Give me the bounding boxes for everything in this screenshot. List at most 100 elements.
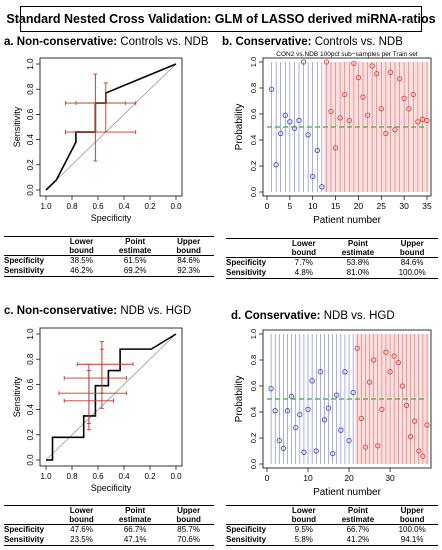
col-point-estimate: Point estimate	[118, 506, 152, 524]
probability-point	[346, 437, 352, 444]
x-tick-label: 0.2	[144, 472, 156, 481]
x-tick-label: 0	[265, 473, 270, 483]
y-tick-label: 0.2	[249, 161, 258, 171]
probability-point	[272, 408, 278, 414]
probability-point	[369, 63, 375, 69]
x-tick-label: 0	[265, 201, 270, 211]
panel-a-comparison: Controls vs. NDB	[120, 36, 209, 48]
probability-point	[358, 415, 365, 422]
panel-d-heading: d. Conservative: NDB vs. HGD	[231, 310, 395, 322]
panel-d-ci-table: Lower bound Point estimate Upper bound Spe…	[226, 505, 438, 546]
x-tick-label: 0.4	[118, 202, 130, 211]
row-label: Sensitivity	[4, 535, 45, 544]
probability-point	[350, 389, 356, 396]
probability-point	[406, 106, 412, 112]
ci-table-header-row: Lower bound Point estimate Upper bound	[4, 236, 214, 256]
x-axis-label: Specificity	[91, 483, 132, 493]
y-tick-label: 0.6	[249, 109, 258, 119]
probability-point	[297, 411, 303, 418]
table-row: Sensitivity 23.5% 47.1% 70.6%	[4, 535, 214, 546]
x-tick-label: 0.8	[66, 202, 78, 211]
probability-point	[346, 117, 352, 124]
probability-point	[355, 74, 362, 81]
ci-table-corner	[4, 506, 56, 525]
panel-a-letter: a.	[4, 36, 14, 48]
panel-b-kind: Conservative:	[235, 36, 312, 48]
roc-curve	[46, 333, 177, 461]
ci-table-header-row: Lower bound Point estimate Upper bound	[226, 505, 438, 525]
y-tick-label: 0.8	[249, 355, 258, 365]
y-tick-label: 0.0	[26, 454, 35, 466]
probability-point	[383, 349, 389, 355]
probability-point	[305, 406, 311, 413]
lower-value: 38.5%	[70, 256, 93, 265]
ci-table-header-row: Lower bound Point estimate Upper bound	[4, 505, 214, 525]
probability-point	[342, 91, 348, 98]
probability-point	[401, 95, 407, 102]
upper-value: 85.7%	[177, 525, 200, 534]
probability-point	[410, 91, 416, 98]
ci-table-corner	[226, 506, 278, 525]
row-label: Specificity	[226, 525, 267, 534]
row-label: Specificity	[4, 525, 45, 534]
point-value: 41.2%	[346, 535, 370, 544]
row-label: Specificity	[226, 258, 267, 267]
lower-value: 5.8%	[294, 535, 313, 544]
col-lower-bound: Lower bound	[291, 239, 316, 257]
x-tick-label: 0.2	[144, 202, 156, 211]
x-tick-label: 1.0	[40, 202, 52, 211]
upper-value: 84.6%	[400, 258, 424, 267]
table-row: Sensitivity 46.2% 69.2% 92.3%	[4, 266, 214, 277]
panel-b-probability-chart: CON2 vs.NDB 100pct sub−samples per Train…	[234, 51, 432, 226]
point-value: 53.8%	[346, 258, 370, 267]
panel-c-letter: c.	[4, 305, 14, 317]
lower-value: 47.6%	[70, 525, 93, 534]
point-value: 69.2%	[123, 266, 147, 275]
y-tick-label: 1.0	[26, 328, 35, 340]
panel-b-letter: b.	[222, 36, 233, 48]
x-tick-label: 15	[331, 201, 341, 211]
probability-point	[407, 434, 414, 440]
lower-value: 9.5%	[294, 525, 313, 534]
table-row: Specificity 38.5% 61.5% 84.6%	[4, 256, 214, 267]
panel-d-letter: d.	[231, 310, 242, 322]
y-axis-label: Sensitivity	[12, 376, 22, 417]
probability-point	[378, 106, 384, 112]
probability-point	[419, 116, 426, 122]
probability-point	[416, 448, 422, 454]
col-upper-bound: Upper bound	[399, 506, 425, 524]
x-tick-label: 10	[308, 201, 318, 211]
probability-point	[387, 369, 393, 375]
table-row: Specificity 47.6% 66.7% 85.7%	[4, 525, 214, 536]
point-value: 61.5%	[123, 256, 147, 265]
x-axis-label: Specificity	[91, 213, 132, 223]
y-tick-label: 0.4	[26, 403, 35, 415]
x-axis-label: Patient number	[313, 215, 381, 226]
probability-point	[282, 112, 288, 118]
upper-value: 84.6%	[177, 256, 200, 265]
probability-point	[321, 417, 328, 423]
probability-point	[354, 345, 360, 351]
probability-point	[337, 115, 343, 121]
probability-point	[332, 145, 339, 151]
x-tick-label: 1.0	[40, 472, 52, 481]
chart-title: CON2 vs.NDB 100pct sub−samples per Train…	[276, 51, 418, 58]
probability-point	[383, 130, 389, 137]
probability-point	[310, 173, 316, 180]
y-tick-label: 0.4	[249, 135, 258, 145]
lower-value: 7.7%	[294, 258, 313, 267]
row-label: Sensitivity	[226, 535, 267, 544]
probability-point	[268, 86, 275, 92]
probability-point	[280, 445, 287, 452]
y-tick-label: 0.2	[26, 159, 35, 171]
probability-point	[403, 402, 410, 409]
probability-point	[328, 108, 334, 115]
probability-point	[360, 94, 366, 100]
panel-b-ci-table: Lower bound Point estimate Upper bound Spe…	[226, 238, 438, 279]
panel-c-roc-chart: 1.0 0.8 0.6 0.4 0.2 0.0 0.0 0.2 0.4 0.6 0.8 1.0 Spec…	[12, 327, 183, 493]
col-point-estimate: Point estimate	[118, 237, 152, 255]
point-value: 47.1%	[123, 535, 147, 544]
x-tick-label: 35	[422, 201, 432, 211]
probability-point	[366, 379, 373, 385]
y-axis-label: Probability	[234, 376, 245, 423]
